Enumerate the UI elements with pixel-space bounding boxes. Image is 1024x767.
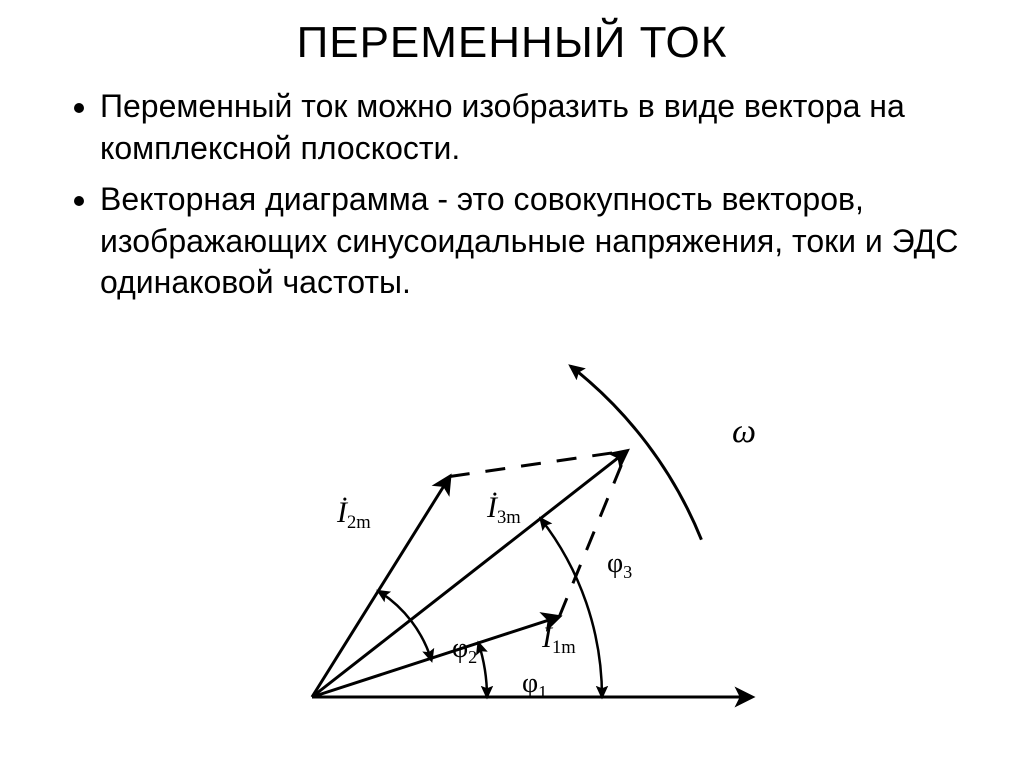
angle-arc-phi1 — [478, 643, 487, 697]
bullet-list: Переменный ток можно изобразить в виде в… — [60, 86, 964, 304]
bullet-item: Векторная диаграмма - это совокупность в… — [100, 179, 964, 304]
angle-label-phi2: φ2 — [452, 633, 477, 667]
bullet-item: Переменный ток можно изобразить в виде в… — [100, 86, 964, 169]
angle-label-phi3: φ3 — [607, 548, 632, 582]
vector-i2m — [312, 477, 450, 697]
vector-diagram: İ1m İ2m İ3m φ1 φ2 φ3 ω — [0, 347, 1024, 747]
angle-arc-phi3 — [541, 518, 602, 697]
vector-label-i2m: İ2m — [336, 496, 371, 533]
rotation-arc — [571, 366, 702, 540]
omega-label: ω — [732, 413, 756, 450]
slide-title: ПЕРЕМЕННЫЙ ТОК — [0, 0, 1024, 68]
angle-label-phi1: φ1 — [522, 668, 547, 702]
vector-label-i3m: İ3m — [486, 491, 521, 528]
vector-label-i1m: İ1m — [541, 621, 576, 658]
